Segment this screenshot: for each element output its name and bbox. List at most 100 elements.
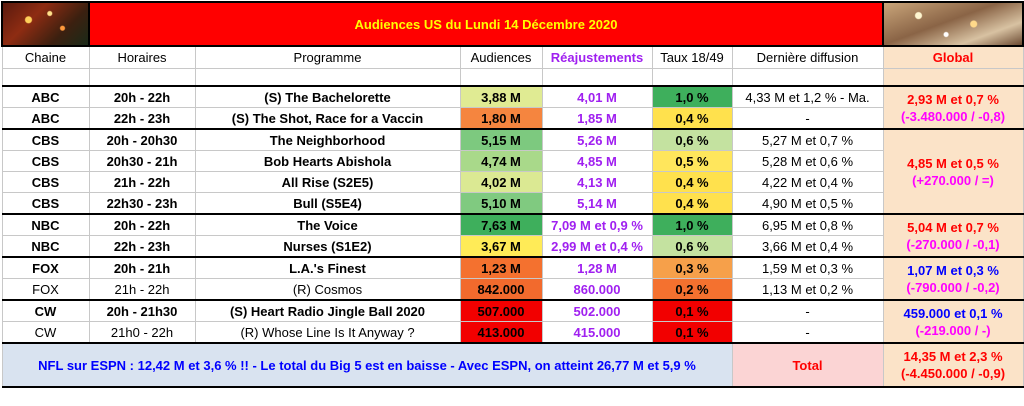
cell-taux: 1,0 % bbox=[651, 85, 733, 108]
footer-row: NFL sur ESPN : 12,42 M et 3,6 % !! - Le … bbox=[1, 342, 1024, 388]
header-horaires: Horaires bbox=[88, 45, 196, 69]
header-taux: Taux 18/49 bbox=[651, 45, 733, 69]
cell-taux: 0,4 % bbox=[651, 107, 733, 130]
cell-taux: 0,6 % bbox=[651, 235, 733, 258]
footer-total-global: 14,35 M et 2,3 % (-4.450.000 / -0,9) bbox=[882, 342, 1024, 388]
cell-chaine: CBS bbox=[1, 128, 90, 151]
cell-reajustement: 4,01 M bbox=[541, 85, 653, 108]
cell-taux: 0,1 % bbox=[651, 299, 733, 322]
cell-horaires: 22h - 23h bbox=[88, 107, 196, 130]
table-row: ABC 22h - 23h (S) The Shot, Race for a Vac… bbox=[1, 107, 1023, 130]
table-row: CBS 20h - 20h30 The Neighborhood 5,15 M 5,26… bbox=[1, 128, 1024, 215]
cell-taux: 1,0 % bbox=[651, 213, 733, 236]
cell-chaine: ABC bbox=[1, 85, 90, 108]
table-row: CBS 22h30 - 23h Bull (S5E4) 5,10 M 5,14 M 0,4… bbox=[1, 192, 1023, 215]
cell-taux: 0,4 % bbox=[651, 192, 733, 215]
cell-global: 5,04 M et 0,7 % (-270.000 / -0,1) bbox=[882, 213, 1024, 258]
header-audiences: Audiences bbox=[459, 45, 543, 69]
cell-taux: 0,5 % bbox=[651, 150, 733, 172]
global-line2: (+270.000 / =) bbox=[912, 172, 994, 188]
table-row: ABC 20h - 22h (S) The Bachelorette 3,88 M 4,… bbox=[1, 85, 1024, 130]
header-derniere-diffusion: Dernière diffusion bbox=[731, 45, 884, 69]
cell-global: 459.000 et 0,1 % (-219.000 / -) bbox=[882, 299, 1024, 344]
cell-derniere-diffusion: 4,33 M et 1,2 % - Ma. bbox=[731, 85, 884, 108]
header-programme: Programme bbox=[194, 45, 461, 69]
global-line2: (-3.480.000 / -0,8) bbox=[900, 108, 1006, 124]
cell-reajustement: 1,28 M bbox=[541, 256, 653, 279]
cell-global: 2,93 M et 0,7 % (-3.480.000 / -0,8) bbox=[882, 85, 1024, 130]
cell-horaires: 21h - 22h bbox=[88, 278, 196, 301]
global-line2: (-270.000 / -0,1) bbox=[906, 236, 1000, 252]
cell-programme: Bull (S5E4) bbox=[194, 192, 461, 215]
cell-derniere-diffusion: - bbox=[731, 321, 884, 344]
cell-audiences: 413.000 bbox=[459, 321, 543, 344]
global-line2: (-219.000 / -) bbox=[915, 322, 991, 338]
cell-audiences: 1,80 M bbox=[459, 107, 543, 130]
cell-horaires: 20h - 22h bbox=[88, 85, 196, 108]
global-line2: (-790.000 / -0,2) bbox=[906, 279, 1000, 295]
cell-chaine: CBS bbox=[1, 150, 90, 172]
cell-derniere-diffusion: 5,28 M et 0,6 % bbox=[731, 150, 884, 172]
table-row: FOX 21h - 22h (R) Cosmos 842.000 860.000 0,2 … bbox=[1, 278, 1023, 301]
header-reajustements: Réajustements bbox=[541, 45, 653, 69]
table-title: Audiences US du Lundi 14 Décembre 2020 bbox=[87, 1, 885, 47]
cell-horaires: 21h - 22h bbox=[88, 171, 196, 193]
cell-reajustement: 4,13 M bbox=[541, 171, 653, 193]
table-row: NBC 20h - 22h The Voice 7,63 M 7,09 M et 0,9… bbox=[1, 213, 1024, 258]
table-row: NBC 22h - 23h Nurses (S1E2) 3,67 M 2,99 M et… bbox=[1, 235, 1023, 258]
cell-horaires: 20h - 21h bbox=[88, 256, 196, 279]
audience-table: Audiences US du Lundi 14 Décembre 2020 C… bbox=[1, 1, 1024, 388]
cell-horaires: 20h - 20h30 bbox=[88, 128, 196, 151]
christmas-decoration-left-image bbox=[1, 1, 90, 47]
cell-reajustement: 7,09 M et 0,9 % bbox=[541, 213, 653, 236]
cell-chaine: NBC bbox=[1, 213, 90, 236]
cell-chaine: ABC bbox=[1, 107, 90, 130]
total-line1: 14,35 M et 2,3 % bbox=[903, 349, 1003, 364]
cell-programme: (S) Heart Radio Jingle Ball 2020 bbox=[194, 299, 461, 322]
global-line1: 2,93 M et 0,7 % bbox=[907, 91, 999, 107]
cell-chaine: CBS bbox=[1, 171, 90, 193]
cell-reajustement: 415.000 bbox=[541, 321, 653, 344]
cell-derniere-diffusion: 4,22 M et 0,4 % bbox=[731, 171, 884, 193]
cell-programme: All Rise (S2E5) bbox=[194, 171, 461, 193]
cell-reajustement: 5,14 M bbox=[541, 192, 653, 215]
cell-taux: 0,1 % bbox=[651, 321, 733, 344]
cell-derniere-diffusion: - bbox=[731, 299, 884, 322]
cell-programme: L.A.'s Finest bbox=[194, 256, 461, 279]
cell-audiences: 7,63 M bbox=[459, 213, 543, 236]
header-chaine: Chaine bbox=[1, 45, 90, 69]
cell-audiences: 3,88 M bbox=[459, 85, 543, 108]
cell-audiences: 3,67 M bbox=[459, 235, 543, 258]
cell-programme: (S) The Bachelorette bbox=[194, 85, 461, 108]
cell-derniere-diffusion: - bbox=[731, 107, 884, 130]
christmas-decoration-right-image bbox=[882, 1, 1024, 47]
cell-chaine: CW bbox=[1, 321, 90, 344]
footer-total-label: Total bbox=[731, 342, 884, 388]
cell-reajustement: 860.000 bbox=[541, 278, 653, 301]
cell-horaires: 20h30 - 21h bbox=[88, 150, 196, 172]
cell-programme: The Neighborhood bbox=[194, 128, 461, 151]
global-line1: 5,04 M et 0,7 % bbox=[907, 219, 999, 235]
cell-horaires: 22h - 23h bbox=[88, 235, 196, 258]
cell-horaires: 20h - 22h bbox=[88, 213, 196, 236]
cell-audiences: 507.000 bbox=[459, 299, 543, 322]
cell-reajustement: 1,85 M bbox=[541, 107, 653, 130]
cell-chaine: FOX bbox=[1, 256, 90, 279]
cell-programme: (R) Cosmos bbox=[194, 278, 461, 301]
cell-taux: 0,6 % bbox=[651, 128, 733, 151]
total-line2: (-4.450.000 / -0,9) bbox=[900, 366, 1006, 381]
global-line1: 459.000 et 0,1 % bbox=[903, 305, 1003, 321]
cell-programme: Nurses (S1E2) bbox=[194, 235, 461, 258]
cell-programme: Bob Hearts Abishola bbox=[194, 150, 461, 172]
cell-derniere-diffusion: 6,95 M et 0,8 % bbox=[731, 213, 884, 236]
cell-chaine: FOX bbox=[1, 278, 90, 301]
cell-reajustement: 4,85 M bbox=[541, 150, 653, 172]
cell-reajustement: 502.000 bbox=[541, 299, 653, 322]
cell-chaine: NBC bbox=[1, 235, 90, 258]
cell-chaine: CBS bbox=[1, 192, 90, 215]
footer-message: NFL sur ESPN : 12,42 M et 3,6 % !! - Le … bbox=[1, 342, 733, 388]
cell-horaires: 21h0 - 22h bbox=[88, 321, 196, 344]
